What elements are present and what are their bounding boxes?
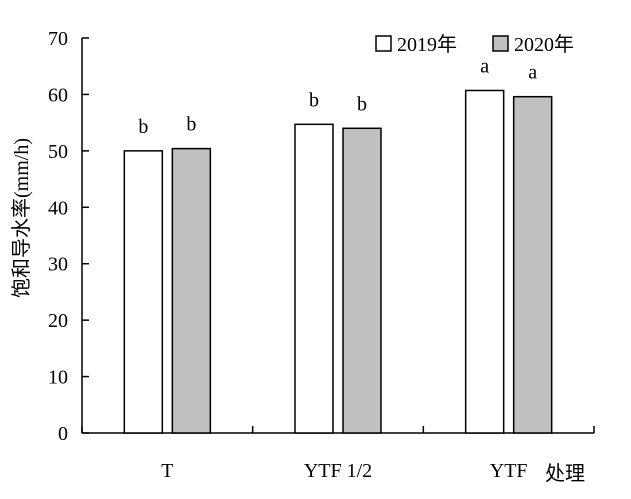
significance-letter: b bbox=[138, 116, 148, 138]
y-tick-label: 50 bbox=[48, 141, 68, 163]
y-tick-label: 60 bbox=[48, 84, 68, 106]
significance-letter: b bbox=[309, 89, 319, 111]
bar bbox=[171, 147, 212, 434]
y-axis: 0 10 20 30 40 50 60 70 bbox=[48, 28, 89, 445]
x-tick-label: T bbox=[161, 460, 173, 482]
y-tick-label: 30 bbox=[48, 254, 68, 276]
x-tick-label: YTF 1/2 bbox=[304, 460, 372, 482]
legend-swatch bbox=[492, 35, 509, 52]
x-tick-label: YTF bbox=[490, 460, 528, 482]
bar bbox=[294, 123, 334, 434]
y-tick-label: 0 bbox=[58, 423, 68, 445]
y-tick-label: 70 bbox=[48, 28, 68, 50]
bar bbox=[464, 89, 505, 434]
legend: 2019年 2020年 bbox=[375, 33, 574, 56]
significance-letter: a bbox=[528, 62, 537, 84]
bar bbox=[512, 95, 553, 434]
significance-letters: b b b b a a bbox=[138, 55, 537, 137]
bars bbox=[123, 89, 553, 434]
x-axis-label: 处理 bbox=[545, 462, 585, 485]
legend-swatch bbox=[375, 35, 392, 52]
bar bbox=[342, 127, 382, 434]
significance-letter: a bbox=[480, 55, 489, 77]
bar bbox=[123, 150, 164, 434]
legend-label: 2019年 bbox=[397, 33, 457, 56]
y-tick-label: 20 bbox=[48, 310, 68, 332]
y-tick-label: 40 bbox=[48, 197, 68, 219]
y-axis-label: 饱和导水率(mm/h) bbox=[10, 138, 33, 298]
significance-letter: b bbox=[357, 93, 367, 115]
x-axis: T YTF 1/2 YTF bbox=[81, 426, 595, 482]
significance-letter: b bbox=[186, 114, 196, 136]
legend-label: 2020年 bbox=[514, 33, 574, 56]
y-tick-label: 10 bbox=[48, 367, 68, 389]
